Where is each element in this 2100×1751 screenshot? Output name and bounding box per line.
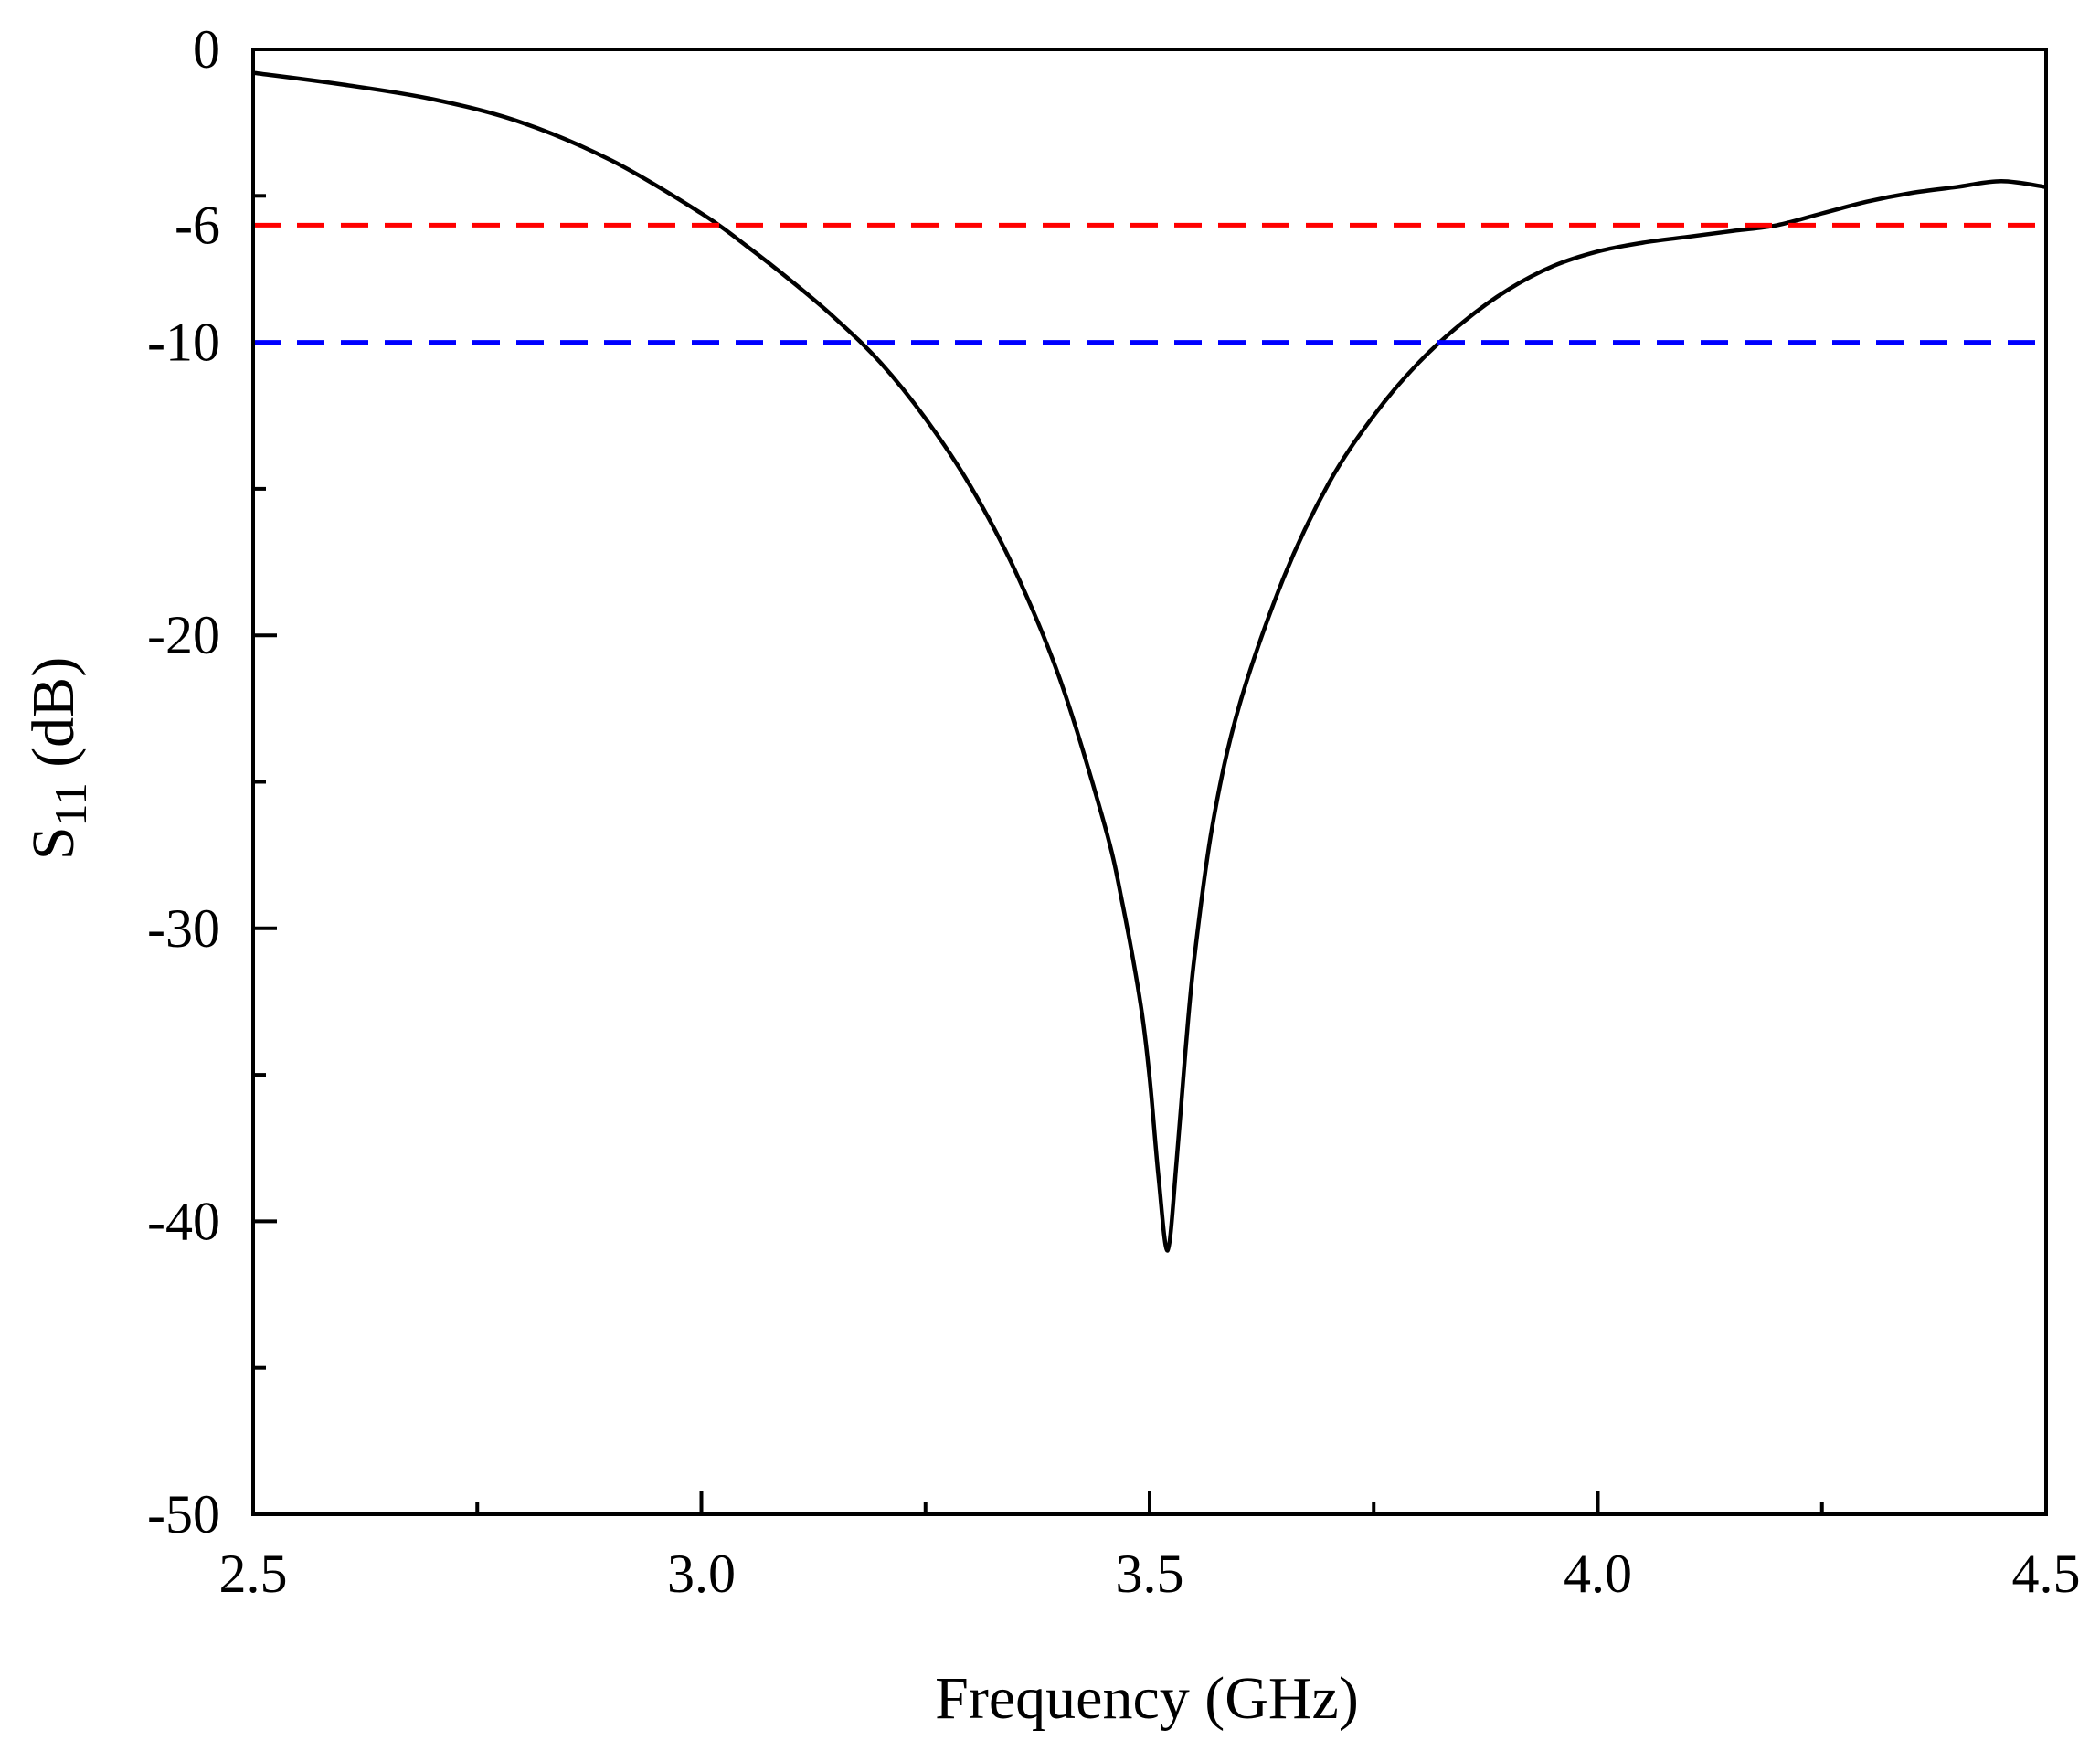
x-tick-label: 3.5 [1116,1544,1184,1604]
x-tick-label: 2.5 [219,1544,288,1604]
x-tick-labels: 2.5 3.0 3.5 4.0 4.5 [219,1544,2081,1604]
series-layer [252,70,2047,1253]
x-axis-title: Frequency (GHz) [935,1665,1359,1732]
plot-frame [251,48,2048,1516]
y-axis-ticks [253,48,277,1516]
x-axis-ticks [251,1491,2048,1514]
s11-curve [252,70,2047,1253]
y-axis-title-main: S [20,826,87,860]
y-tick-label: -40 [147,1191,220,1251]
y-tick-label: -6 [175,195,220,255]
y-tick-label: -30 [147,898,220,959]
x-tick-label: 3.0 [667,1544,736,1604]
x-tick-label: 4.0 [1564,1544,1632,1604]
y-tick-label: -50 [147,1484,220,1544]
y-tick-labels: 0 -6 -10 -20 -30 -40 -50 [147,19,220,1544]
y-axis-title-subscript: 11 [45,782,96,826]
x-tick-label: 4.5 [2012,1544,2081,1604]
y-tick-label: 0 [193,19,220,80]
y-axis-title: S11 (dB) [20,657,96,860]
y-tick-label: -10 [147,313,220,373]
y-tick-label: -20 [147,605,220,665]
y-axis-title-unit: (dB) [20,657,87,782]
